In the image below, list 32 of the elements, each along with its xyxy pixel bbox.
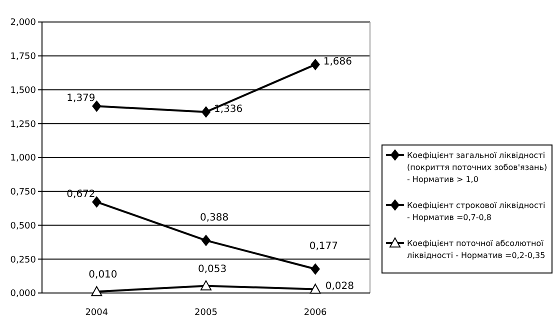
point	[202, 106, 210, 118]
data-label: 1,336	[214, 104, 243, 115]
y-tick-label: 0,000	[10, 289, 36, 300]
point	[310, 284, 321, 294]
data-label: 0,177	[309, 241, 338, 252]
legend-label: Коефіцієнт загальної ліквідності (покриття поточних зобов'язань) - Норматив > 1,0	[407, 150, 548, 184]
point	[91, 286, 102, 296]
data-label: 0,053	[198, 264, 227, 275]
y-tick-label: 0,750	[10, 188, 36, 198]
data-label: 1,686	[323, 56, 352, 68]
point	[200, 280, 212, 290]
y-tick-label: 1,250	[10, 120, 36, 130]
y-tick-label: 0,250	[10, 255, 36, 266]
x-tick-label: 2006	[304, 308, 328, 318]
data-label: 1,379	[66, 93, 96, 104]
point	[310, 59, 320, 70]
point	[202, 234, 210, 246]
y-tick-label: 1,750	[10, 52, 36, 62]
y-tick-label: 0,500	[10, 221, 36, 232]
data-label: 0,028	[325, 281, 354, 292]
point	[92, 100, 102, 112]
legend-label: Коефіцієнт поточної абсолютної ліквідності - Норматив =0,2-0,35	[407, 238, 546, 260]
data-label: 0,010	[88, 270, 118, 281]
y-tick-label: 1,500	[10, 86, 36, 96]
y-tick-label: 1,000	[10, 154, 36, 164]
data-label: 0,672	[66, 188, 96, 200]
y-tick-label: 2,000	[10, 18, 36, 28]
point	[310, 264, 320, 275]
legend-label: Коефіцієнт строкової ліквідності - Норматив =0,7-0,8	[407, 200, 546, 222]
x-tick-label: 2004	[85, 308, 108, 318]
x-tick-label: 2005	[194, 308, 218, 318]
data-label: 0,388	[200, 212, 229, 224]
